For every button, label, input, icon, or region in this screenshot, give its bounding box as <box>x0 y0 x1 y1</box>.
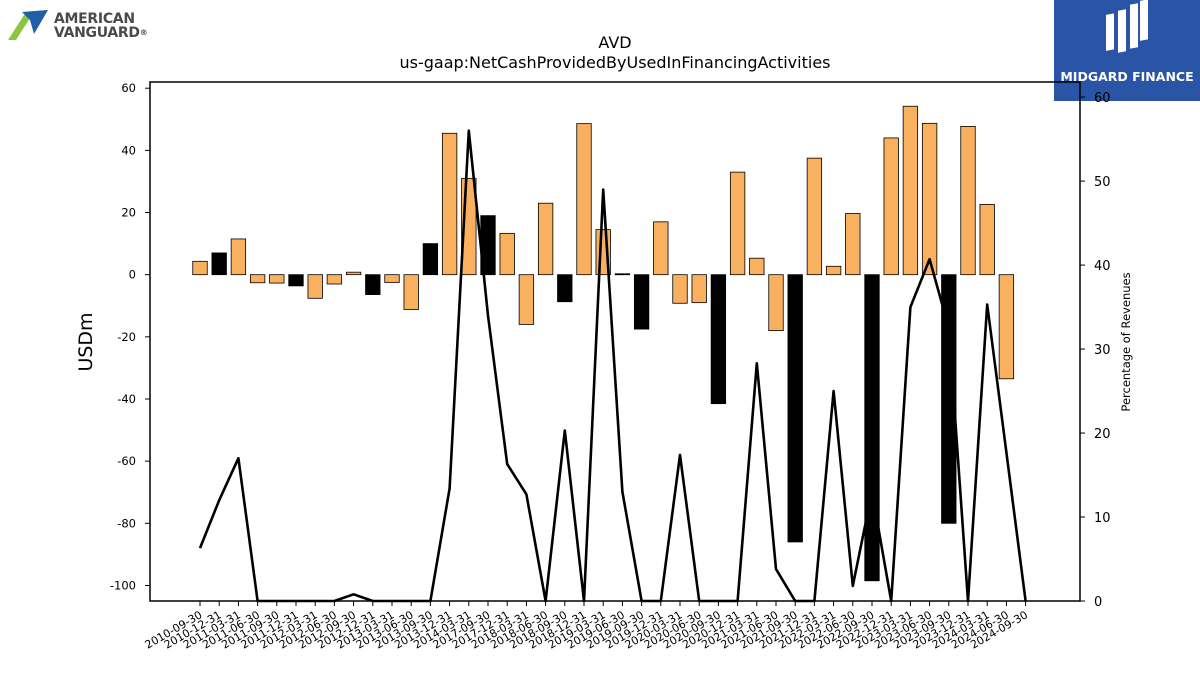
bar <box>710 274 727 405</box>
midgard-finance-logo: MIDGARD FINANCE <box>1054 0 1200 101</box>
bar <box>288 274 304 287</box>
y2-tick-label: 30 <box>1094 343 1111 358</box>
chart-title: AVD <box>598 33 631 52</box>
y-tick-label: 40 <box>121 143 136 157</box>
bar <box>326 274 343 285</box>
y-axis-left: 60 40 20 0 -20 -40 -60 -80 -100 <box>110 81 150 592</box>
y2-tick-label: 0 <box>1094 595 1102 610</box>
bar <box>557 274 573 303</box>
y-axis-right: 0 10 20 30 40 50 60 <box>1080 91 1111 610</box>
y-tick-label: -80 <box>117 516 136 530</box>
logo-line-2: VANGUARD® <box>54 25 148 41</box>
bar <box>806 157 823 276</box>
registered-mark: ® <box>139 28 148 37</box>
x-axis: 2010-09-302010-12-312011-03-312011-06-30… <box>143 601 1030 652</box>
bar <box>672 274 688 304</box>
bar <box>192 260 208 276</box>
bar <box>941 274 957 524</box>
bar <box>345 271 362 276</box>
bar <box>230 238 247 276</box>
y-tick-label: -20 <box>117 330 136 344</box>
bar <box>576 123 592 276</box>
y-axis-label: USDm <box>75 312 97 371</box>
midgard-finance-label: MIDGARD FINANCE <box>1060 69 1194 84</box>
bar <box>921 122 938 276</box>
bar <box>269 274 285 284</box>
bar <box>211 252 227 276</box>
bar <box>998 274 1015 380</box>
bar <box>441 132 458 276</box>
bar <box>691 274 707 304</box>
bar <box>249 274 266 284</box>
y2-axis-label: Percentage of Revenues <box>1119 272 1133 411</box>
chart-subtitle: us-gaap:NetCashProvidedByUsedInFinancing… <box>399 53 830 72</box>
bar <box>729 171 746 276</box>
y-tick-label: -60 <box>117 454 136 468</box>
bar <box>518 274 535 325</box>
y2-tick-label: 20 <box>1094 427 1111 442</box>
bar-series <box>192 105 1015 582</box>
bar <box>403 274 419 310</box>
y2-tick-label: 10 <box>1094 511 1111 526</box>
bar <box>845 213 861 276</box>
logo-line-2-text: VANGUARD <box>54 25 140 41</box>
plot-frame <box>149 81 1081 602</box>
y2-tick-label: 40 <box>1094 259 1111 274</box>
bar <box>825 265 842 276</box>
bar <box>384 274 400 283</box>
y-tick-label: -100 <box>110 578 136 592</box>
y-tick-label: 20 <box>121 206 136 220</box>
bar <box>499 232 515 276</box>
logo-line-1: AMERICAN <box>54 11 135 27</box>
bar <box>960 126 976 276</box>
bar <box>422 243 439 276</box>
line-series <box>198 129 1027 603</box>
bar <box>768 274 784 332</box>
percentage-line <box>198 129 1027 603</box>
bar <box>537 202 554 276</box>
bar <box>979 204 995 276</box>
y2-tick-label: 60 <box>1094 91 1111 106</box>
bar <box>864 274 880 582</box>
y-tick-label: 60 <box>121 81 136 95</box>
bar <box>365 274 381 295</box>
bar <box>307 274 323 299</box>
y2-tick-label: 50 <box>1094 175 1111 190</box>
y-tick-label: -40 <box>117 392 136 406</box>
bar <box>883 137 899 276</box>
bar <box>787 274 803 543</box>
american-vanguard-logo: AMERICAN VANGUARD® <box>8 8 168 44</box>
midgard-mark-icon <box>1106 0 1148 53</box>
bar <box>653 221 669 276</box>
bar <box>633 274 650 330</box>
bar <box>902 105 919 276</box>
y-tick-label: 0 <box>129 268 136 282</box>
american-vanguard-mark-icon <box>8 10 48 40</box>
bar <box>614 273 631 276</box>
bar <box>749 257 765 276</box>
